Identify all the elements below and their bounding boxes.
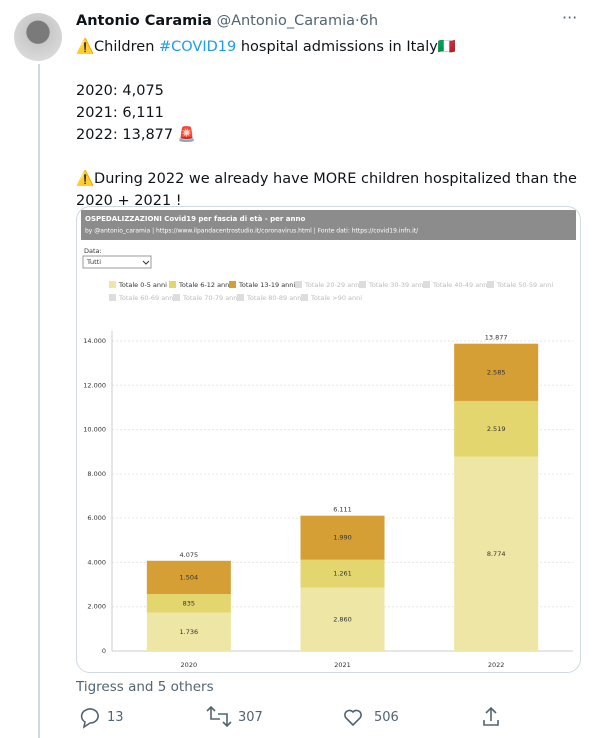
value-label: 1.990 <box>333 534 352 542</box>
avatar[interactable] <box>14 13 62 61</box>
text: hospital admissions in Italy🇮🇹 <box>236 39 456 55</box>
legend-swatch-inactive <box>359 281 366 288</box>
text-line: ⚠️Children #COVID19 hospital admissions … <box>76 36 586 58</box>
text-line: 2020: 4,075 <box>76 83 164 99</box>
legend-label-inactive: Totale 20-29 anni <box>304 281 361 289</box>
legend-swatch-inactive <box>295 281 302 288</box>
tweet-time[interactable]: 6h <box>359 13 379 29</box>
filter-dropdown[interactable] <box>82 255 152 269</box>
action-bar <box>80 705 499 729</box>
dropdown-arrow <box>142 260 150 265</box>
value-label: 2.585 <box>487 368 506 376</box>
text-line: 2021: 6,111 <box>76 105 164 121</box>
bar-segment <box>146 612 231 651</box>
legend-label-inactive: Totale 30-39 anni <box>368 281 425 289</box>
bar-segment <box>300 587 385 651</box>
chart-header <box>81 210 576 240</box>
y-tick-label: 6.000 <box>87 514 106 522</box>
value-label: 2.519 <box>487 425 506 433</box>
total-label: 4.075 <box>180 551 199 559</box>
value-label: 1.261 <box>333 570 352 578</box>
legend-swatch-inactive <box>173 294 180 301</box>
text-line: ⚠️During 2022 we already have MORE child… <box>76 171 577 209</box>
legend-swatch-inactive <box>487 281 494 288</box>
legend-label: Totale 6-12 anni <box>178 281 231 289</box>
y-tick-label: 10.000 <box>83 426 106 434</box>
like-icon[interactable] <box>344 709 362 727</box>
legend-label-inactive: Totale 60-69 anni <box>118 294 175 302</box>
like-count: 506 <box>374 710 399 725</box>
legend-swatch <box>169 281 176 288</box>
y-tick-label: 2.000 <box>87 603 106 611</box>
thread-line <box>38 64 40 738</box>
total-label: 6.111 <box>333 506 352 514</box>
bar-segment <box>300 515 385 560</box>
legend-label: Totale 13-19 anni <box>238 281 295 289</box>
value-label: 8.774 <box>487 550 506 558</box>
value-label: 1.736 <box>180 628 199 636</box>
bar-segment <box>146 560 231 595</box>
more-menu[interactable]: ··· <box>562 8 578 27</box>
y-tick-label: 12.000 <box>83 381 106 389</box>
tweet-header: Antonio Caramia @Antonio_Caramia·6h <box>76 13 378 29</box>
text-line: 2022: 13,877 🚨 <box>76 127 196 143</box>
legend-swatch-inactive <box>301 294 308 301</box>
author-handle[interactable]: @Antonio_Caramia <box>216 13 355 29</box>
bar-segment <box>454 400 539 457</box>
share-icon[interactable] <box>483 706 499 726</box>
legend-label-inactive: Totale 40-49 anni <box>432 281 489 289</box>
legend-label-inactive: Totale >90 anni <box>310 294 362 302</box>
bar-segment <box>454 343 539 401</box>
x-tick-label: 2022 <box>488 661 505 669</box>
value-label: 835 <box>183 599 195 607</box>
retweet-icon[interactable] <box>206 705 232 728</box>
y-tick-label: 4.000 <box>87 558 106 566</box>
legend-swatch-inactive <box>423 281 430 288</box>
value-label: 2.860 <box>333 615 352 623</box>
legend-swatch <box>229 281 236 288</box>
media-card[interactable]: OSPEDALIZZAZIONI Covid19 per fascia di e… <box>76 206 581 673</box>
separator: · <box>354 13 360 29</box>
text: ⚠️Children <box>76 39 159 55</box>
total-label: 13.877 <box>485 334 508 342</box>
filter-label: Data: <box>84 247 102 255</box>
y-tick-label: 0 <box>102 647 106 655</box>
legend-swatch <box>109 281 116 288</box>
legend-swatch-inactive <box>237 294 244 301</box>
chart: OSPEDALIZZAZIONI Covid19 per fascia di e… <box>81 210 576 669</box>
legend-label-inactive: Totale 50-59 anni <box>496 281 553 289</box>
reply-count: 13 <box>107 710 124 725</box>
x-tick-label: 2021 <box>334 661 351 669</box>
tweet-text: ⚠️Children #COVID19 hospital admissions … <box>76 36 586 212</box>
y-tick-label: 8.000 <box>87 470 106 478</box>
reply-icon[interactable] <box>80 708 99 729</box>
spacer <box>76 58 586 80</box>
spacer <box>76 146 586 168</box>
legend-label: Totale 0-5 anni <box>118 281 167 289</box>
hashtag[interactable]: #COVID19 <box>159 39 237 55</box>
liked-by[interactable]: Tigress and 5 others <box>76 679 214 695</box>
bar-segment <box>300 559 385 588</box>
legend-label-inactive: Totale 70-79 anni <box>182 294 239 302</box>
bar-segment <box>454 456 539 651</box>
y-tick-label: 14.000 <box>83 337 106 345</box>
x-tick-label: 2020 <box>181 661 198 669</box>
bar-segment <box>146 594 231 613</box>
retweet-count: 307 <box>238 710 263 725</box>
chart-subtitle: by @antonio_caramia | https://www.ilpand… <box>85 228 419 235</box>
legend-swatch-inactive <box>109 294 116 301</box>
author-name[interactable]: Antonio Caramia <box>76 13 212 29</box>
value-label: 1.504 <box>180 573 199 581</box>
filter-value: Tutti <box>86 258 101 266</box>
legend-label-inactive: Totale 80-89 anni <box>246 294 303 302</box>
chart-title: OSPEDALIZZAZIONI Covid19 per fascia di e… <box>85 215 305 223</box>
